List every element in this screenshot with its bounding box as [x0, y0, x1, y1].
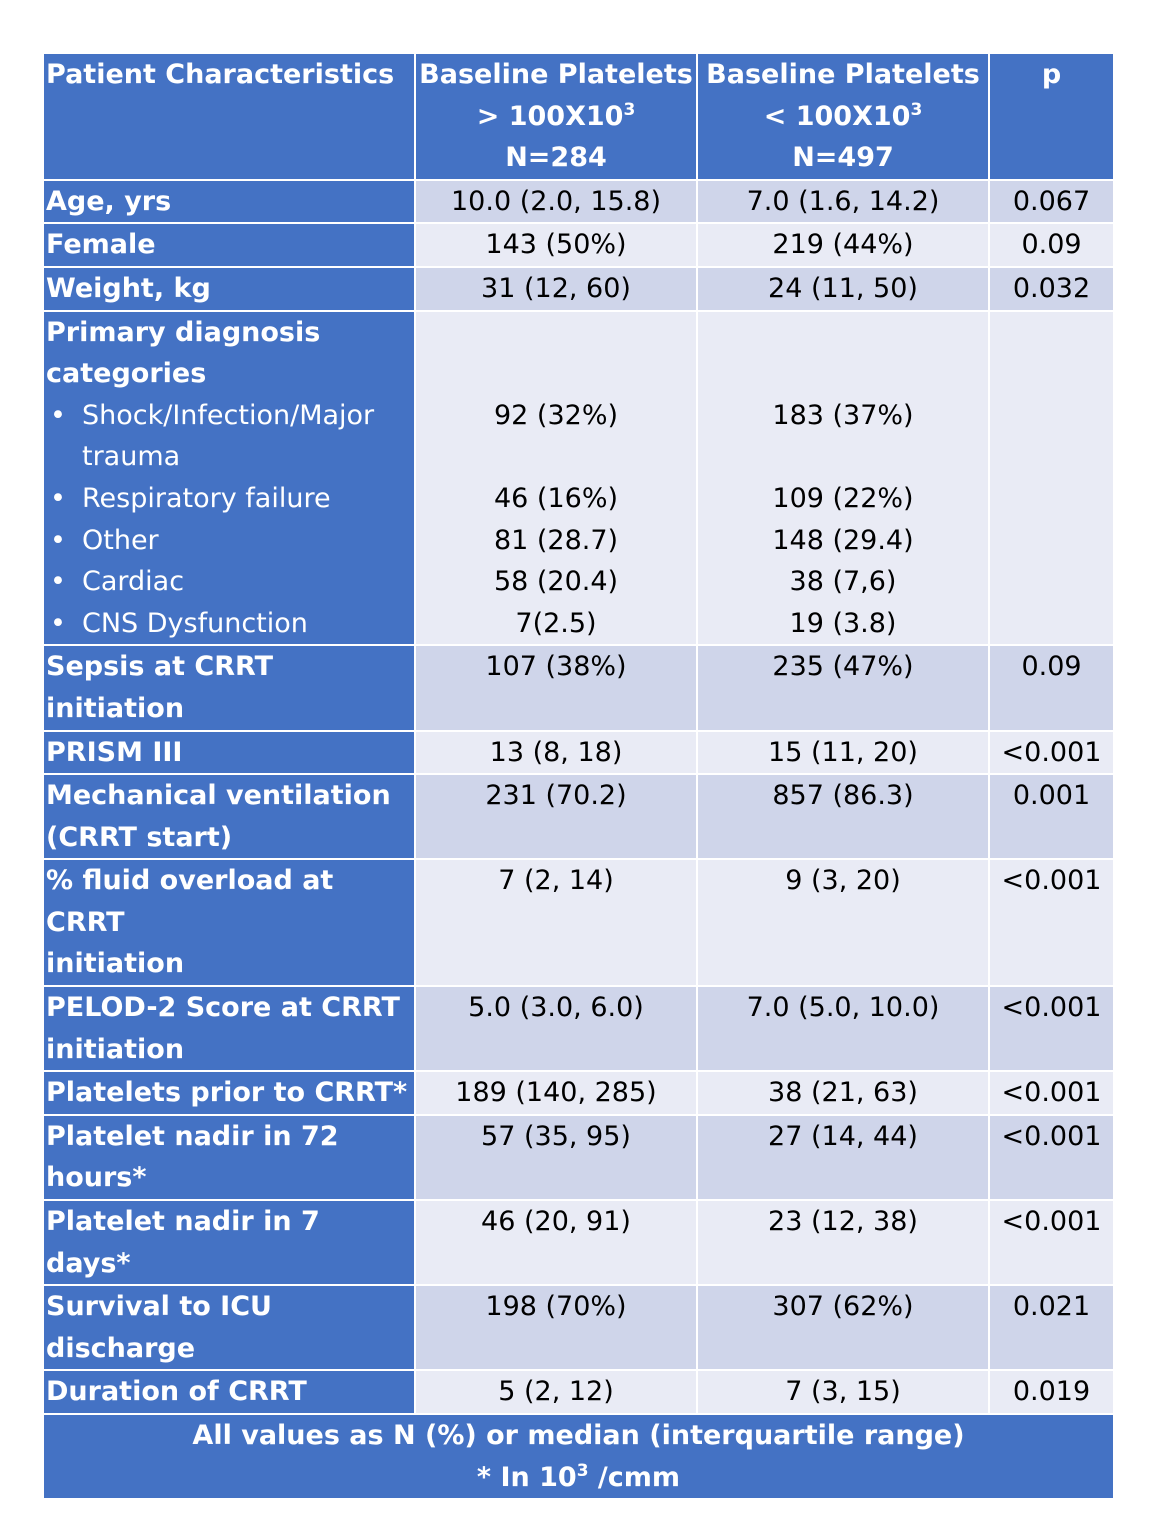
cell-low: 27 (14, 44) — [696, 1113, 990, 1202]
row-label: Sepsis at CRRT initiation — [42, 644, 416, 732]
patient-characteristics-table: Patient Characteristics Baseline Platele… — [42, 52, 1115, 1501]
table-row-mechanical-ventilation: Mechanical ventilation (CRRT start) 231 (… — [42, 773, 1115, 861]
table-row-nadir-7d: Platelet nadir in 7 days* 46 (20, 91) 23… — [42, 1199, 1115, 1287]
row-label: Platelet nadir in 72 hours* — [42, 1113, 416, 1202]
cell-p: <0.001 — [988, 729, 1115, 776]
cell-low: 7 (3, 15) — [696, 1369, 990, 1415]
cell-p: <0.001 — [988, 1199, 1115, 1287]
table-row-duration: Duration of CRRT 5 (2, 12) 7 (3, 15) 0.0… — [42, 1369, 1115, 1415]
table-row-female: Female 143 (50%) 219 (44%) 0.09 — [42, 222, 1115, 268]
table-row-weight: Weight, kg 31 (12, 60) 24 (11, 50) 0.032 — [42, 265, 1115, 312]
row-label: Platelets prior to CRRT* — [42, 1070, 416, 1116]
cell-high: 10.0 (2.0, 15.8) — [414, 178, 698, 225]
cell-high: 31 (12, 60) — [414, 265, 698, 312]
cell-high: 231 (70.2) — [414, 773, 698, 861]
cell-p: 0.019 — [988, 1369, 1115, 1415]
cell-high: 189 (140, 285) — [414, 1070, 698, 1116]
footer-row: All values as N (%) or median (interquar… — [42, 1412, 1115, 1501]
cell-low: 235 (47%) — [696, 644, 990, 732]
header-baseline-low: Baseline Platelets < 100X103 N=497 — [696, 52, 990, 181]
row-label-primary-diagnosis: Primary diagnosis categories Shock/Infec… — [42, 309, 416, 647]
cell-low: 15 (11, 20) — [696, 729, 990, 776]
row-label: PELOD-2 Score at CRRT initiation — [42, 985, 416, 1073]
cell-high: 46 (20, 91) — [414, 1199, 698, 1287]
cell-high: 198 (70%) — [414, 1284, 698, 1372]
list-item: Cardiac — [46, 561, 412, 603]
row-label: Age, yrs — [42, 178, 416, 225]
cell-p: 0.021 — [988, 1284, 1115, 1372]
table-row-prism: PRISM III 13 (8, 18) 15 (11, 20) <0.001 — [42, 729, 1115, 776]
row-label: Duration of CRRT — [42, 1369, 416, 1415]
row-label: % fluid overload at CRRT initiation — [42, 858, 416, 988]
cell-high-diagnosis: 92 (32%) 46 (16%) 81 (28.7) 58 (20.4) 7(… — [414, 309, 698, 647]
cell-low: 7.0 (5.0, 10.0) — [696, 985, 990, 1073]
row-label: Mechanical ventilation (CRRT start) — [42, 773, 416, 861]
list-item: Respiratory failure — [46, 478, 412, 520]
cell-p: <0.001 — [988, 1070, 1115, 1116]
cell-p: 0.067 — [988, 178, 1115, 225]
cell-high: 5.0 (3.0, 6.0) — [414, 985, 698, 1073]
cell-high: 13 (8, 18) — [414, 729, 698, 776]
table-row-pelod2: PELOD-2 Score at CRRT initiation 5.0 (3.0… — [42, 985, 1115, 1073]
row-label: Survival to ICU discharge — [42, 1284, 416, 1372]
cell-high: 7 (2, 14) — [414, 858, 698, 988]
cell-p-diagnosis — [988, 309, 1115, 647]
header-patient-characteristics: Patient Characteristics — [42, 52, 416, 181]
table-row-fluid-overload: % fluid overload at CRRT initiation 7 (2,… — [42, 858, 1115, 988]
cell-p: <0.001 — [988, 858, 1115, 988]
cell-p: <0.001 — [988, 985, 1115, 1073]
cell-high: 57 (35, 95) — [414, 1113, 698, 1202]
cell-low: 38 (21, 63) — [696, 1070, 990, 1116]
table-row-platelets-prior: Platelets prior to CRRT* 189 (140, 285) … — [42, 1070, 1115, 1116]
cell-low: 24 (11, 50) — [696, 265, 990, 312]
cell-low: 219 (44%) — [696, 222, 990, 268]
header-row: Patient Characteristics Baseline Platele… — [42, 52, 1115, 181]
cell-high: 107 (38%) — [414, 644, 698, 732]
row-label: Female — [42, 222, 416, 268]
table-row-nadir-72h: Platelet nadir in 72 hours* 57 (35, 95) 2… — [42, 1113, 1115, 1202]
cell-high: 5 (2, 12) — [414, 1369, 698, 1415]
cell-p: <0.001 — [988, 1113, 1115, 1202]
cell-p: 0.032 — [988, 265, 1115, 312]
cell-low-diagnosis: 183 (37%) 109 (22%) 148 (29.4) 38 (7,6) … — [696, 309, 990, 647]
list-item: CNS Dysfunction — [46, 603, 412, 645]
cell-p: 0.001 — [988, 773, 1115, 861]
table-footnote: All values as N (%) or median (interquar… — [42, 1412, 1115, 1501]
table-row-primary-diagnosis: Primary diagnosis categories Shock/Infec… — [42, 309, 1115, 647]
table-row-survival: Survival to ICU discharge 198 (70%) 307 … — [42, 1284, 1115, 1372]
table-row-age: Age, yrs 10.0 (2.0, 15.8) 7.0 (1.6, 14.2… — [42, 178, 1115, 225]
cell-p: 0.09 — [988, 644, 1115, 732]
header-baseline-high: Baseline Platelets > 100X103 N=284 — [414, 52, 698, 181]
row-label: Weight, kg — [42, 265, 416, 312]
cell-low: 7.0 (1.6, 14.2) — [696, 178, 990, 225]
cell-low: 9 (3, 20) — [696, 858, 990, 988]
cell-low: 857 (86.3) — [696, 773, 990, 861]
list-item: Other — [46, 520, 412, 562]
row-label: Platelet nadir in 7 days* — [42, 1199, 416, 1287]
cell-low: 307 (62%) — [696, 1284, 990, 1372]
cell-low: 23 (12, 38) — [696, 1199, 990, 1287]
cell-high: 143 (50%) — [414, 222, 698, 268]
cell-p: 0.09 — [988, 222, 1115, 268]
table-row-sepsis: Sepsis at CRRT initiation 107 (38%) 235 … — [42, 644, 1115, 732]
row-label: PRISM III — [42, 729, 416, 776]
header-p-value: p — [988, 52, 1115, 181]
